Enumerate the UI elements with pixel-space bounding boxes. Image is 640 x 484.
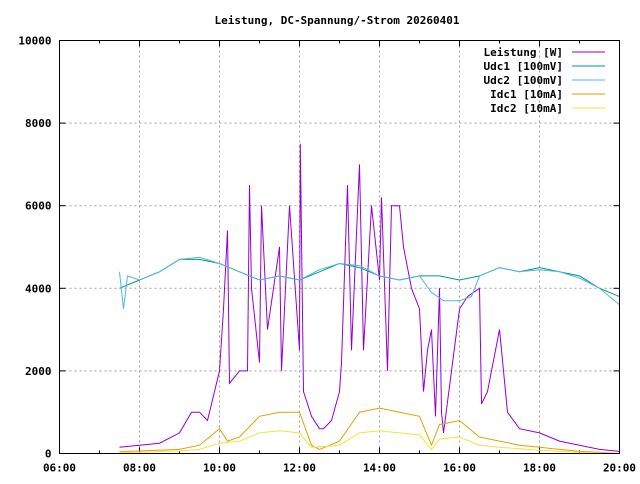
x-tick-label: 12:00 bbox=[283, 462, 316, 475]
y-tick-label: 4000 bbox=[25, 282, 52, 295]
x-tick-label: 06:00 bbox=[43, 462, 76, 475]
series-line-4 bbox=[119, 430, 620, 454]
x-tick-label: 10:00 bbox=[203, 462, 236, 475]
chart-title: Leistung, DC-Spannung/-Strom 20260401 bbox=[214, 14, 459, 27]
axes: 0 2000 4000 6000 8000 10000 06:00 08:00 10:00 12:… bbox=[18, 35, 636, 475]
legend: Leistung [W]Udc1 [100mV]Udc2 [100mV]Idc1… bbox=[484, 46, 605, 115]
legend-label: Idc1 [10mA] bbox=[490, 88, 563, 101]
y-tick-label: 10000 bbox=[18, 35, 51, 48]
x-tick-label: 16:00 bbox=[443, 462, 476, 475]
x-tick-label: 18:00 bbox=[523, 462, 556, 475]
legend-label: Leistung [W] bbox=[484, 46, 563, 59]
y-tick-label: 0 bbox=[45, 448, 52, 461]
x-tick-label: 08:00 bbox=[123, 462, 156, 475]
series-line-2 bbox=[119, 256, 620, 310]
y-tick-label: 8000 bbox=[25, 117, 52, 130]
plot-border bbox=[59, 40, 620, 454]
y-tick-label: 2000 bbox=[25, 365, 52, 378]
x-tick-label: 14:00 bbox=[363, 462, 396, 475]
y-tick-label: 6000 bbox=[25, 200, 52, 213]
series-line-1 bbox=[119, 258, 620, 298]
legend-label: Udc2 [100mV] bbox=[484, 74, 563, 87]
legend-label: Idc2 [10mA] bbox=[490, 102, 563, 115]
legend-label: Udc1 [100mV] bbox=[484, 60, 563, 73]
x-tick-label: 20:00 bbox=[603, 462, 636, 475]
series-lines bbox=[119, 143, 620, 454]
series-line-3 bbox=[119, 407, 620, 454]
